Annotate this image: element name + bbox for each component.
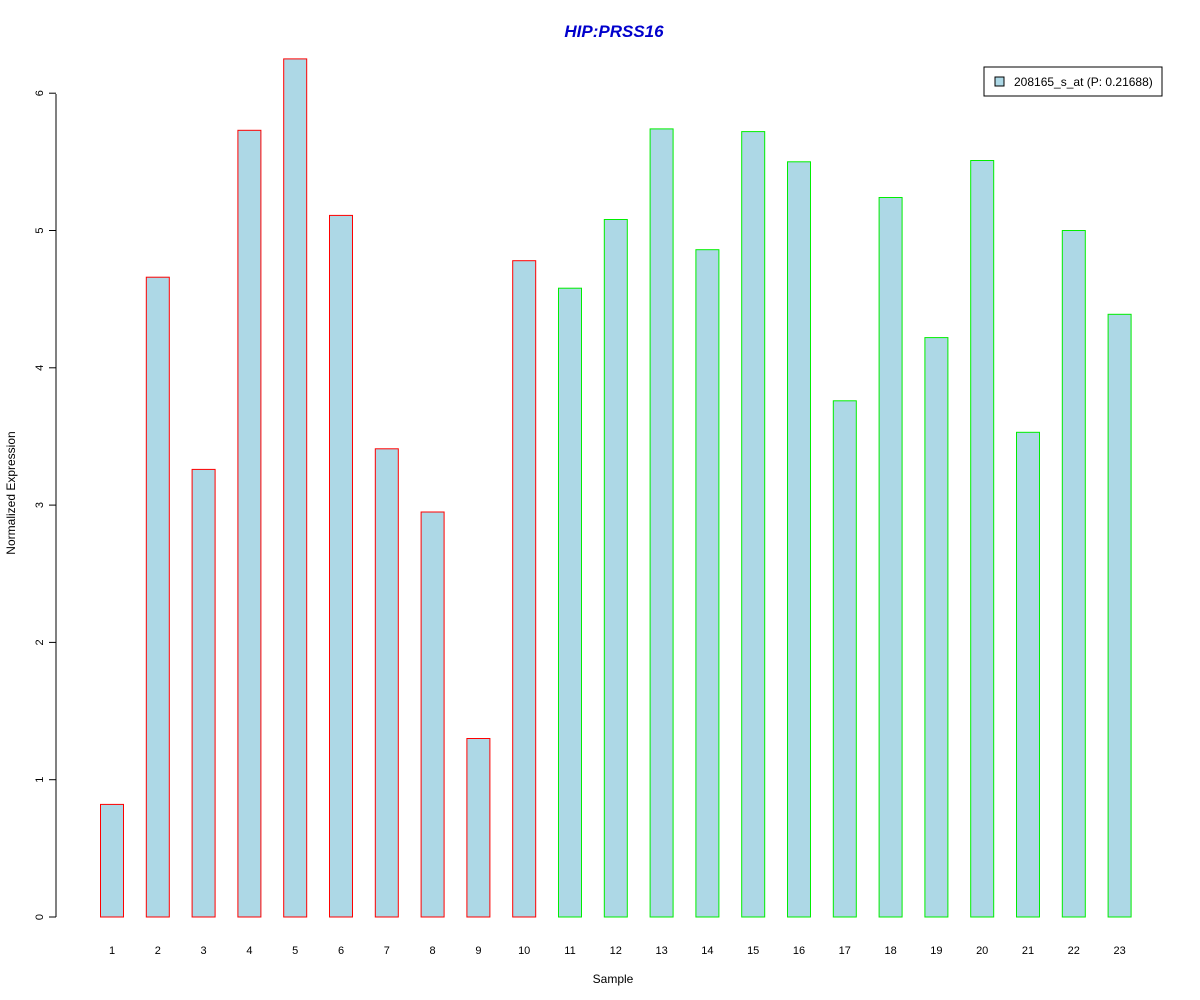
bar-sample-5	[283, 58, 308, 918]
legend-entry-label: 208165_s_at (P: 0.21688)	[1014, 75, 1153, 89]
bar-sample-11	[558, 287, 582, 918]
y-axis-ticks: 0 1 2 3 4 5 6	[34, 90, 56, 920]
x-tick-label: 13	[655, 945, 667, 957]
x-tick-label: 7	[384, 945, 390, 957]
x-tick-label: 5	[292, 945, 298, 957]
x-tick-label: 18	[884, 945, 896, 957]
bar-sample-2	[145, 276, 170, 918]
y-tick-label: 3	[34, 502, 46, 508]
x-tick-label: 22	[1068, 945, 1080, 957]
bars	[100, 58, 1132, 918]
x-tick-label: 9	[475, 945, 481, 957]
x-axis-label: Sample	[593, 972, 634, 986]
bar-sample-18	[878, 197, 903, 918]
y-tick-label: 6	[34, 90, 46, 96]
x-tick-label: 4	[246, 945, 252, 957]
bar-sample-3	[191, 468, 216, 918]
x-tick-label: 10	[518, 945, 530, 957]
x-tick-label: 17	[839, 945, 851, 957]
legend-box	[983, 66, 1163, 97]
bar-sample-20	[970, 160, 995, 918]
x-tick-label: 11	[564, 945, 575, 957]
bar-sample-15	[741, 131, 766, 918]
x-tick-label: 19	[930, 945, 942, 957]
bar-sample-17	[832, 400, 857, 918]
chart-title: HIP:PRSS16	[564, 22, 664, 41]
bar-sample-1	[100, 803, 124, 918]
bar-sample-9	[466, 738, 491, 918]
x-tick-label: 15	[747, 945, 759, 957]
x-tick-label: 3	[201, 945, 207, 957]
bar-sample-21	[1016, 431, 1040, 918]
y-tick-label: 2	[34, 639, 46, 645]
x-tick-label: 23	[1113, 945, 1125, 957]
x-tick-label: 2	[155, 945, 161, 957]
bar-sample-22	[1061, 230, 1086, 918]
bar-sample-4	[237, 129, 262, 918]
x-tick-label: 16	[793, 945, 805, 957]
bar-sample-12	[603, 219, 628, 918]
x-tick-label: 12	[610, 945, 622, 957]
bar-sample-13	[649, 128, 674, 918]
y-tick-label: 1	[34, 777, 46, 783]
legend: 208165_s_at (P: 0.21688)	[983, 66, 1163, 97]
y-tick-label: 5	[34, 227, 46, 233]
bar-sample-6	[329, 214, 353, 918]
bar-sample-10	[512, 260, 537, 918]
bar-sample-14	[695, 249, 720, 918]
x-tick-label: 20	[976, 945, 988, 957]
x-tick-label: 14	[701, 945, 713, 957]
x-tick-label: 21	[1022, 945, 1034, 957]
bar-sample-19	[924, 337, 949, 918]
x-tick-label: 8	[430, 945, 436, 957]
x-tick-label: 1	[109, 945, 115, 957]
x-axis-tick-labels: 1 2 3 4 5 6 7 8 9 10 11 12 13 14 15 16 17 18 19 20 21 22 23	[109, 945, 1126, 957]
bar-sample-23	[1107, 313, 1132, 918]
bar-sample-16	[787, 161, 811, 918]
y-tick-label: 4	[34, 365, 46, 371]
legend-swatch	[994, 76, 1005, 87]
y-tick-label: 0	[34, 914, 46, 920]
y-axis-label: Normalized Expression	[4, 431, 18, 554]
x-tick-label: 6	[338, 945, 344, 957]
bar-sample-7	[374, 448, 399, 918]
bar-sample-8	[420, 511, 445, 918]
